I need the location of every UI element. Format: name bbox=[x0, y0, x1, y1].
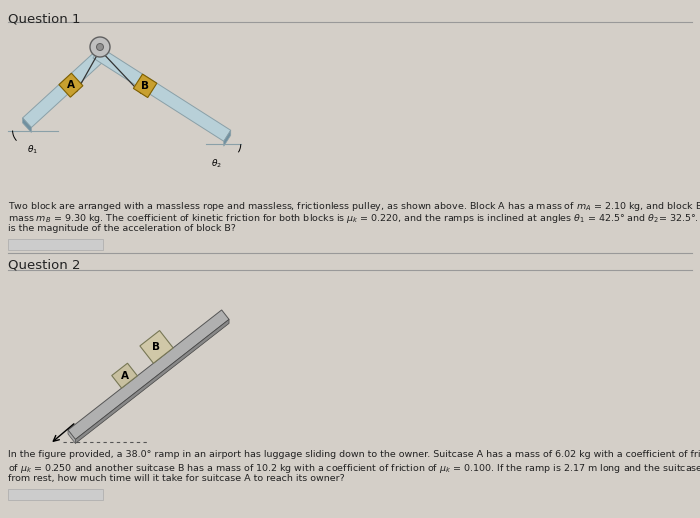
Polygon shape bbox=[76, 320, 229, 443]
FancyBboxPatch shape bbox=[8, 489, 103, 500]
Text: $\theta_1$: $\theta_1$ bbox=[27, 143, 38, 156]
Polygon shape bbox=[59, 73, 83, 97]
Circle shape bbox=[97, 44, 104, 50]
Text: B: B bbox=[141, 81, 149, 91]
Circle shape bbox=[90, 37, 110, 57]
Text: of $\mu_k$ = 0.250 and another suitcase B has a mass of 10.2 kg with a coefficie: of $\mu_k$ = 0.250 and another suitcase … bbox=[8, 462, 700, 475]
Text: Question 2: Question 2 bbox=[8, 258, 81, 271]
Polygon shape bbox=[140, 330, 173, 363]
Polygon shape bbox=[224, 131, 231, 146]
Polygon shape bbox=[22, 47, 108, 127]
Text: Two block are arranged with a massless rope and massless, frictionless pulley, a: Two block are arranged with a massless r… bbox=[8, 200, 700, 213]
Polygon shape bbox=[68, 310, 229, 439]
Text: A: A bbox=[120, 371, 129, 381]
Text: Question 1: Question 1 bbox=[8, 12, 81, 25]
Text: A: A bbox=[67, 80, 75, 90]
Text: $\theta_2$: $\theta_2$ bbox=[211, 157, 222, 170]
Text: is the magnitude of the acceleration of block B?: is the magnitude of the acceleration of … bbox=[8, 224, 236, 233]
Polygon shape bbox=[112, 363, 137, 388]
FancyBboxPatch shape bbox=[8, 239, 103, 250]
Text: from rest, how much time will it take for suitcase A to reach its owner?: from rest, how much time will it take fo… bbox=[8, 474, 344, 483]
Polygon shape bbox=[93, 47, 231, 141]
Polygon shape bbox=[68, 430, 76, 443]
Polygon shape bbox=[22, 118, 32, 133]
Text: B: B bbox=[153, 342, 160, 352]
Polygon shape bbox=[134, 74, 157, 97]
Text: mass $m_B$ = 9.30 kg. The coefficient of kinetic friction for both blocks is $\m: mass $m_B$ = 9.30 kg. The coefficient of… bbox=[8, 212, 700, 225]
Text: In the figure provided, a 38.0° ramp in an airport has luggage sliding down to t: In the figure provided, a 38.0° ramp in … bbox=[8, 450, 700, 459]
